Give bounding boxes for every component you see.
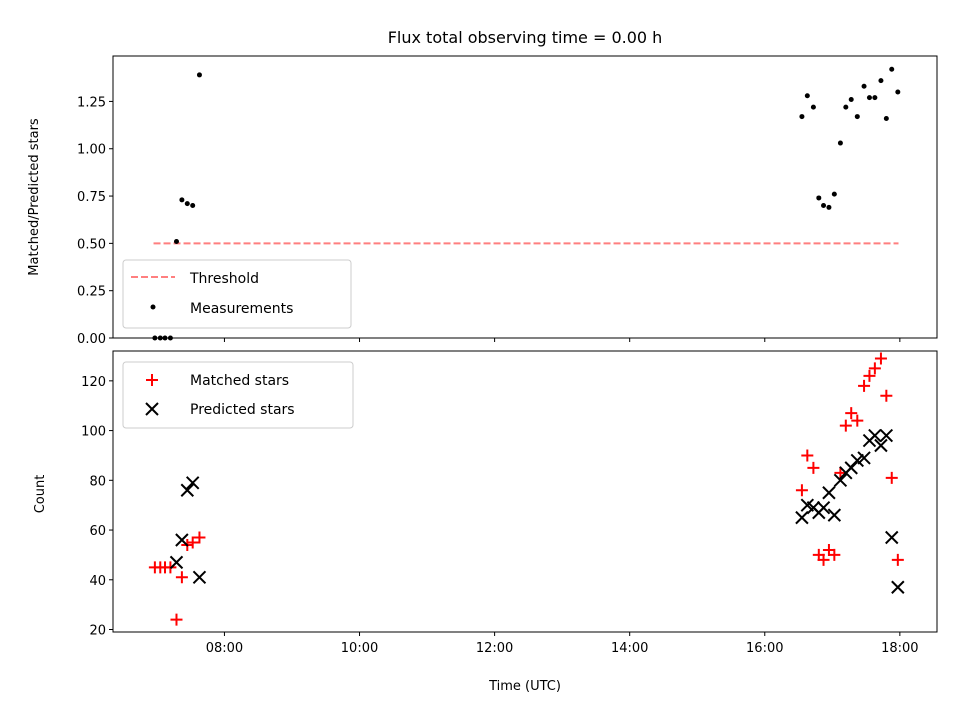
bottom-x-tick-label: 18:00 bbox=[881, 641, 918, 656]
bottom-legend-box bbox=[122, 361, 354, 429]
matched-star-point bbox=[175, 571, 188, 584]
predicted-star-point bbox=[868, 428, 882, 443]
legend-predicted-swatch bbox=[145, 402, 159, 416]
predicted-star-point bbox=[857, 451, 871, 465]
predicted-star-point bbox=[874, 438, 888, 453]
top-legend: Threshold Measurements bbox=[122, 259, 352, 329]
matched-star-point bbox=[858, 379, 871, 392]
bottom-x-tick-label: 10:00 bbox=[341, 641, 378, 656]
matched-star-point bbox=[170, 613, 183, 626]
matched-star-point bbox=[874, 352, 887, 365]
top-y-tick-label: 1.25 bbox=[77, 95, 106, 110]
predicted-star-point bbox=[816, 500, 831, 515]
matched-star-point bbox=[193, 531, 206, 544]
top-y-tick-label: 0.75 bbox=[77, 190, 106, 205]
matched-star-point bbox=[839, 419, 852, 432]
matched-star-point bbox=[891, 553, 904, 566]
bottom-y-tick-label: 100 bbox=[81, 425, 106, 440]
matched-star-point bbox=[885, 471, 898, 484]
measurement-point bbox=[810, 104, 816, 110]
measurement-point bbox=[872, 95, 878, 101]
matched-star-point bbox=[845, 407, 858, 420]
bottom-legend: Matched stars Predicted stars bbox=[122, 361, 354, 429]
measurement-point bbox=[848, 97, 854, 103]
measurement-point bbox=[854, 114, 860, 120]
legend-matched-label: Matched stars bbox=[190, 373, 289, 389]
predicted-star-point bbox=[891, 580, 905, 594]
predicted-star-point bbox=[827, 508, 842, 522]
measurement-point bbox=[889, 66, 895, 72]
measurement-point bbox=[837, 140, 843, 146]
matched-star-point bbox=[807, 461, 820, 474]
matched-star-point bbox=[863, 369, 876, 382]
legend-matched-swatch bbox=[146, 374, 158, 386]
bottom-y-tick-label: 60 bbox=[89, 524, 106, 539]
predicted-star-point bbox=[822, 486, 836, 500]
bottom-x-tick-label: 08:00 bbox=[206, 641, 243, 656]
top-y-tick-label: 0.25 bbox=[77, 285, 106, 300]
predicted-star-point bbox=[879, 428, 894, 443]
x-axis-label: Time (UTC) bbox=[488, 679, 561, 694]
predicted-star-point bbox=[185, 476, 200, 490]
predicted-star-point bbox=[833, 473, 848, 488]
measurement-point bbox=[843, 104, 849, 110]
matched-star-point bbox=[880, 389, 893, 402]
matched-star-point bbox=[801, 449, 814, 462]
legend-predicted-label: Predicted stars bbox=[190, 402, 295, 418]
bottom-y-tick-label: 20 bbox=[89, 624, 106, 639]
bottom-y-axis-label: Count bbox=[33, 475, 48, 514]
measurement-point bbox=[804, 93, 810, 99]
bottom-x-tick-label: 16:00 bbox=[746, 641, 783, 656]
predicted-star-point bbox=[169, 555, 184, 570]
legend-measurements-label: Measurements bbox=[190, 301, 293, 317]
measurement-point bbox=[196, 72, 202, 78]
top-legend-box bbox=[122, 259, 352, 329]
matched-star-point bbox=[817, 553, 830, 566]
measurement-point bbox=[895, 89, 901, 95]
measurement-point bbox=[821, 203, 827, 209]
measurement-point bbox=[179, 197, 185, 203]
measurement-point bbox=[861, 83, 867, 89]
predicted-star-point bbox=[885, 530, 899, 545]
measurement-point bbox=[184, 201, 190, 207]
matched-star-point bbox=[795, 484, 808, 497]
measurement-point bbox=[816, 195, 822, 201]
bottom-y-tick-label: 80 bbox=[89, 474, 106, 489]
matched-star-point bbox=[186, 536, 199, 549]
measurement-point bbox=[883, 115, 889, 121]
predicted-star-point bbox=[192, 570, 207, 584]
legend-measurements-swatch bbox=[150, 304, 156, 310]
matched-star-point bbox=[851, 414, 864, 427]
top-plot-area bbox=[152, 66, 901, 341]
matched-star-point bbox=[828, 548, 841, 561]
matched-star-point bbox=[868, 362, 881, 375]
measurement-point bbox=[173, 238, 179, 244]
top-y-tick-label: 0.50 bbox=[77, 237, 106, 252]
chart-title: Flux total observing time = 0.00 h bbox=[388, 28, 663, 47]
predicted-star-point bbox=[180, 483, 195, 497]
top-y-tick-label: 1.00 bbox=[77, 143, 106, 158]
top-axes-frame bbox=[112, 55, 938, 339]
predicted-star-point bbox=[795, 510, 809, 525]
bottom-x-tick-label: 12:00 bbox=[476, 641, 513, 656]
measurement-point bbox=[799, 114, 805, 120]
top-y-tick-label: 0.00 bbox=[77, 332, 106, 347]
predicted-star-point bbox=[175, 533, 189, 547]
measurement-point bbox=[866, 95, 872, 101]
bottom-axes-frame bbox=[112, 350, 938, 633]
bottom-plot-area bbox=[148, 352, 905, 626]
measurement-point bbox=[878, 78, 884, 84]
bottom-y-tick-label: 120 bbox=[81, 375, 106, 390]
legend-threshold-label: Threshold bbox=[189, 271, 259, 287]
bottom-x-tick-label: 14:00 bbox=[611, 641, 648, 656]
measurement-point bbox=[831, 191, 837, 197]
bottom-y-tick-label: 40 bbox=[89, 574, 106, 589]
measurement-point bbox=[190, 203, 196, 209]
top-y-axis-label: Matched/Predicted stars bbox=[27, 118, 42, 276]
measurement-point bbox=[826, 204, 832, 210]
